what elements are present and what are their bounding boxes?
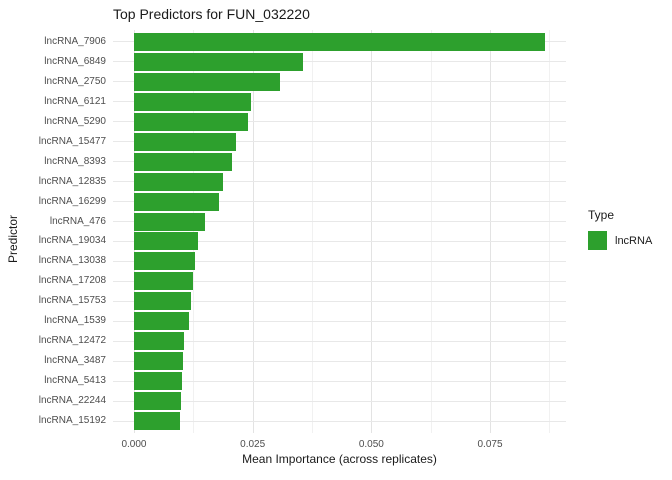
gridline-major-vertical	[252, 30, 254, 433]
y-tick-label: lncRNA_6849	[44, 55, 106, 67]
y-tick-label: lncRNA_3487	[44, 355, 106, 367]
gridline-horizontal	[113, 61, 566, 63]
bar	[133, 252, 196, 271]
bar	[133, 392, 181, 411]
gridline-horizontal	[113, 201, 566, 203]
x-tick-label: 0.050	[358, 439, 384, 450]
gridline-horizontal	[113, 101, 566, 103]
bar	[133, 112, 248, 131]
y-tick-label: lncRNA_5413	[44, 375, 106, 387]
y-tick-label: lncRNA_22244	[38, 395, 106, 407]
bar	[133, 372, 183, 391]
bar	[133, 192, 219, 211]
x-tick-label: 0.000	[121, 439, 147, 450]
gridline-horizontal	[113, 181, 566, 183]
legend-swatch	[588, 231, 607, 250]
bar	[133, 72, 281, 91]
gridline-major-vertical	[371, 30, 373, 433]
legend: Type lncRNA	[588, 208, 652, 250]
y-tick-label: lncRNA_6121	[44, 95, 106, 107]
gridline-horizontal	[113, 221, 566, 223]
y-tick-label: lncRNA_2750	[44, 75, 106, 87]
x-axis-title: Mean Importance (across replicates)	[242, 452, 437, 466]
bar	[133, 132, 237, 151]
gridline-minor-vertical	[193, 30, 195, 433]
y-tick-label: lncRNA_16299	[38, 195, 106, 207]
gridline-minor-vertical	[430, 30, 432, 433]
legend-title: Type	[588, 208, 615, 222]
gridline-horizontal	[113, 340, 566, 342]
y-tick-label: lncRNA_8393	[44, 155, 106, 167]
x-tick-label: 0.075	[477, 439, 503, 450]
gridline-minor-vertical	[312, 30, 313, 433]
y-tick-label: lncRNA_12472	[38, 335, 106, 347]
gridline-major-vertical	[133, 30, 135, 433]
y-tick-label: lncRNA_1539	[44, 315, 106, 327]
gridline-horizontal	[113, 161, 566, 163]
bar	[133, 232, 198, 251]
bar	[133, 312, 190, 331]
plot-panel	[113, 30, 566, 433]
y-tick-label: lncRNA_7906	[44, 35, 106, 47]
gridline-horizontal	[113, 420, 566, 422]
bar	[133, 152, 233, 171]
y-tick-label: lncRNA_17208	[38, 275, 106, 287]
y-axis-title-container: Predictor	[6, 30, 20, 448]
gridline-horizontal	[113, 141, 566, 143]
y-tick-label: lncRNA_12835	[38, 175, 106, 187]
y-tick-label: lncRNA_15477	[38, 135, 106, 147]
bar	[133, 212, 206, 231]
y-tick-label: lncRNA_19034	[38, 235, 106, 247]
bar	[133, 92, 252, 111]
y-tick-label: lncRNA_476	[49, 215, 106, 227]
legend-label: lncRNA	[615, 234, 653, 247]
gridline-minor-vertical	[549, 30, 551, 433]
gridline-horizontal	[113, 280, 566, 282]
y-tick-label: lncRNA_13038	[38, 255, 106, 267]
gridline-major-vertical	[490, 30, 491, 433]
bar	[133, 52, 303, 71]
gridline-horizontal	[113, 300, 566, 302]
gridline-horizontal	[113, 360, 566, 362]
gridline-horizontal	[113, 260, 566, 262]
bar	[133, 292, 191, 311]
gridline-horizontal	[113, 81, 566, 83]
bar	[133, 352, 183, 371]
bar	[133, 172, 224, 191]
gridline-horizontal	[113, 380, 566, 382]
legend-item: lncRNA	[588, 231, 652, 250]
bar	[133, 32, 546, 51]
y-tick-label: lncRNA_5290	[44, 115, 106, 127]
legend-items: lncRNA	[588, 231, 652, 250]
bar	[133, 412, 181, 431]
bar	[133, 272, 193, 291]
y-tick-label: lncRNA_15753	[38, 295, 106, 307]
gridline-horizontal	[113, 400, 566, 402]
gridline-horizontal	[113, 121, 566, 123]
y-axis-title: Predictor	[6, 214, 20, 264]
gridline-horizontal	[113, 320, 566, 322]
y-tick-label: lncRNA_15192	[38, 415, 106, 427]
chart-title: Top Predictors for FUN_032220	[113, 6, 310, 22]
x-tick-label: 0.025	[240, 439, 266, 450]
gridline-horizontal	[113, 240, 566, 242]
bar	[133, 332, 184, 351]
